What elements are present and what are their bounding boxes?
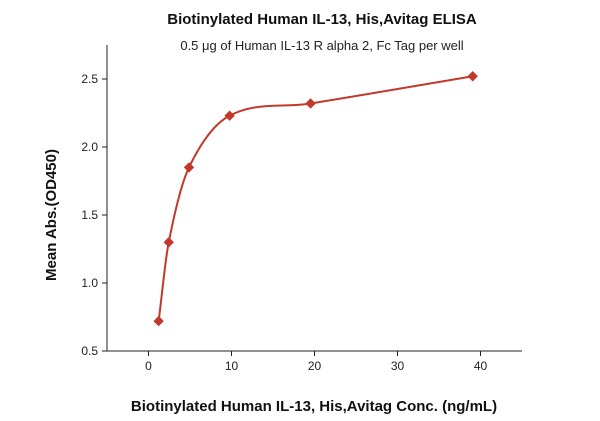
- y-tick-label: 2.5: [81, 72, 98, 86]
- x-axis-label: Biotinylated Human IL-13, His,Avitag Con…: [131, 398, 497, 415]
- x-tick-label: 0: [145, 359, 152, 373]
- axes: 0.5 1.0 1.5 2.0 2.5 0 10 20 30 40: [81, 45, 522, 373]
- y-tick-label: 2.0: [81, 140, 98, 154]
- data-point: [163, 236, 174, 248]
- data-points: [153, 71, 478, 327]
- data-point: [183, 162, 195, 173]
- data-point: [153, 315, 164, 327]
- y-tick-label: 1.0: [81, 276, 98, 290]
- x-tick-label: 20: [308, 359, 322, 373]
- data-point: [305, 98, 316, 109]
- x-ticks: 0 10 20 30 40: [145, 351, 487, 373]
- y-tick-label: 0.5: [81, 344, 98, 358]
- y-ticks: 0.5 1.0 1.5 2.0 2.5: [81, 72, 107, 358]
- data-point: [224, 110, 235, 121]
- x-tick-label: 10: [225, 359, 239, 373]
- chart-title: Biotinylated Human IL-13, His,Avitag ELI…: [167, 11, 477, 28]
- fit-curve: [157, 75, 473, 322]
- data-point: [467, 71, 478, 82]
- x-tick-label: 30: [391, 359, 405, 373]
- x-tick-label: 40: [474, 359, 488, 373]
- y-tick-label: 1.5: [81, 208, 98, 222]
- chart-subtitle: 0.5 μg of Human IL-13 R alpha 2, Fc Tag …: [180, 38, 463, 53]
- y-axis-label: Mean Abs.(OD450): [43, 149, 60, 281]
